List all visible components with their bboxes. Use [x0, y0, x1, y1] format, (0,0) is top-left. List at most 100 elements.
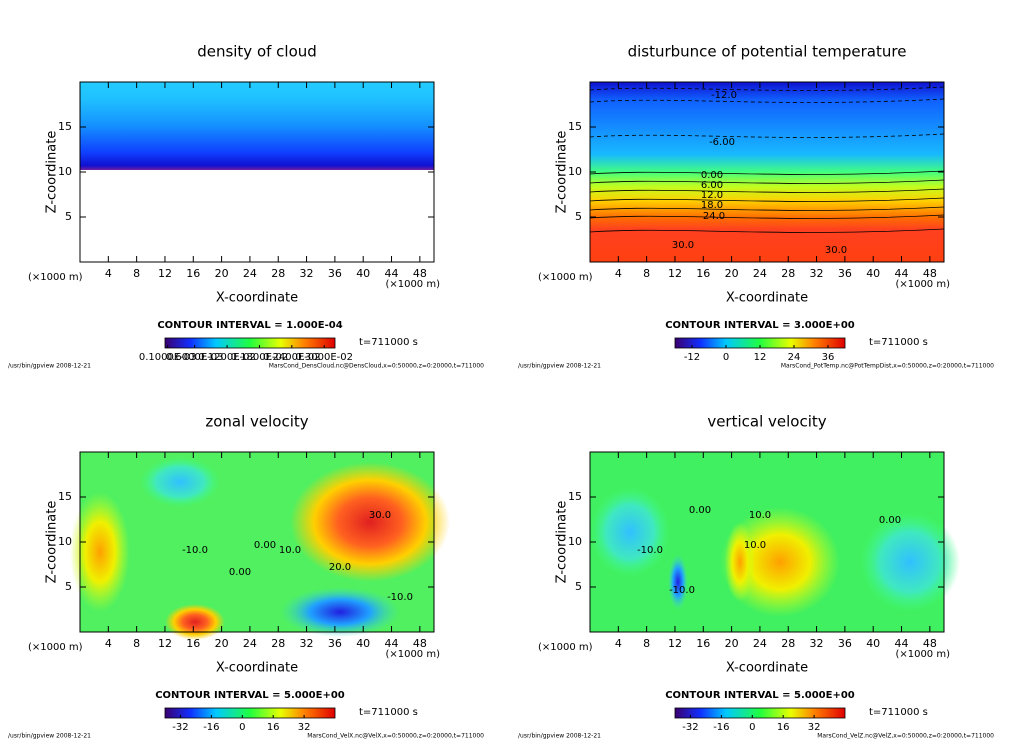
contour-interval: CONTOUR INTERVAL = 1.000E-04	[157, 320, 342, 331]
unit-label: (×1000 m)	[385, 279, 440, 290]
colorbar-tick-label: 0.3000E-02	[295, 352, 353, 363]
colorbar-tick-label: 32	[808, 722, 821, 733]
y-tick-label: 15	[58, 120, 72, 133]
colorbar-tick-label: -32	[172, 722, 188, 733]
x-tick-label: 4	[105, 267, 112, 280]
x-tick-label: 44	[895, 637, 909, 650]
contour-label: 10.0	[279, 545, 301, 556]
x-tick-label: 24	[753, 637, 767, 650]
x-tick-label: 8	[643, 267, 650, 280]
colorbar-tick-label: -16	[713, 722, 729, 733]
contour-line	[589, 228, 945, 233]
y-tick-label: 10	[568, 535, 582, 548]
x-tick-label: 36	[328, 637, 342, 650]
colorbar-tick-label: 16	[267, 722, 280, 733]
chart-title: vertical velocity	[707, 413, 826, 431]
x-tick-label: 40	[356, 267, 370, 280]
x-tick-label: 48	[413, 637, 427, 650]
contour-label: 0.00	[689, 505, 711, 516]
contour-line	[589, 170, 945, 175]
contour-interval: CONTOUR INTERVAL = 5.000E+00	[155, 690, 345, 701]
colorbar-tick-label: 16	[777, 722, 790, 733]
y-tick-label: 10	[568, 165, 582, 178]
x-tick-label: 36	[328, 267, 342, 280]
contour-label: 0.00	[254, 540, 276, 551]
x-tick-label: 4	[615, 267, 622, 280]
x-tick-label: 12	[668, 637, 682, 650]
panel: disturbunce of potential temperature 4 8 12…	[518, 43, 994, 370]
colorbar	[164, 337, 336, 349]
unit-label: (×1000 m)	[538, 272, 593, 283]
colorbar-tick-label: -32	[682, 722, 698, 733]
time-label: t=711000 s	[359, 707, 418, 718]
contour-label: 30.0	[672, 240, 694, 251]
field	[280, 587, 400, 637]
field	[668, 554, 688, 610]
contour-label: 10.0	[749, 510, 771, 521]
contour-label: -10.0	[387, 592, 413, 603]
footer-left: /usr/bin/gpview 2008-12-21	[8, 363, 91, 370]
time-label: t=711000 s	[359, 337, 418, 348]
y-tick-label: 15	[568, 490, 582, 503]
y-tick-label: 10	[58, 535, 72, 548]
field	[590, 487, 670, 577]
x-tick-label: 12	[158, 267, 172, 280]
x-tick-label: 44	[385, 267, 399, 280]
unit-label: (×1000 m)	[28, 642, 83, 653]
footer-right: MarsCond_VelX.nc@VelX,x=0:50000,z=0:2000…	[307, 733, 484, 740]
contour-label: 0.00	[701, 170, 723, 181]
colorbar-tick-label: 0	[723, 352, 729, 363]
x-tick-label: 12	[668, 267, 682, 280]
y-axis-label: Z-coordinate	[555, 131, 570, 214]
x-tick-label: 8	[133, 267, 140, 280]
footer-right: MarsCond_DensCloud.nc@DensCloud,x=0:5000…	[269, 363, 484, 370]
x-tick-label: 4	[615, 637, 622, 650]
x-tick-label: 48	[413, 267, 427, 280]
contour-label: 20.0	[329, 562, 351, 573]
contour-label: 24.0	[703, 211, 725, 222]
y-tick-label: 15	[568, 120, 582, 133]
colorbar	[164, 707, 336, 719]
field	[140, 457, 220, 507]
x-tick-label: 16	[696, 267, 710, 280]
x-tick-label: 20	[215, 637, 229, 650]
contour-label: 30.0	[825, 245, 847, 256]
field	[590, 82, 944, 262]
colorbar-tick-label: -12	[684, 352, 700, 363]
x-tick-label: 28	[781, 267, 795, 280]
x-tick-label: 8	[643, 637, 650, 650]
contour-line	[589, 206, 945, 211]
contour-label: 6.00	[701, 180, 723, 191]
footer-right: MarsCond_VelZ.nc@VelZ,x=0:50000,z=0:2000…	[817, 733, 994, 740]
contour-line	[589, 86, 945, 91]
contour-line	[589, 133, 945, 138]
field	[80, 82, 434, 170]
contour-label: -10.0	[669, 585, 695, 596]
y-tick-label: 5	[575, 210, 582, 223]
x-tick-label: 28	[781, 637, 795, 650]
x-tick-label: 8	[133, 637, 140, 650]
contour-interval: CONTOUR INTERVAL = 3.000E+00	[665, 320, 855, 331]
time-label: t=711000 s	[869, 337, 928, 348]
x-tick-label: 12	[158, 637, 172, 650]
x-tick-label: 32	[810, 267, 824, 280]
contour-label: -10.0	[182, 545, 208, 556]
contour-label: -10.0	[637, 545, 663, 556]
unit-label: (×1000 m)	[538, 642, 593, 653]
field	[725, 522, 755, 602]
contour-line	[589, 179, 945, 184]
chart-title: disturbunce of potential temperature	[628, 43, 907, 61]
x-tick-label: 24	[243, 637, 257, 650]
x-tick-label: 20	[725, 267, 739, 280]
x-tick-label: 16	[186, 267, 200, 280]
x-axis-label: X-coordinate	[726, 291, 808, 306]
colorbar-tick-label: 0	[749, 722, 755, 733]
x-tick-label: 40	[356, 637, 370, 650]
colorbar-tick-label: 32	[298, 722, 311, 733]
contour-label: 18.0	[701, 200, 723, 211]
x-tick-label: 32	[300, 267, 314, 280]
contour-line	[589, 98, 945, 103]
x-tick-label: 36	[838, 637, 852, 650]
